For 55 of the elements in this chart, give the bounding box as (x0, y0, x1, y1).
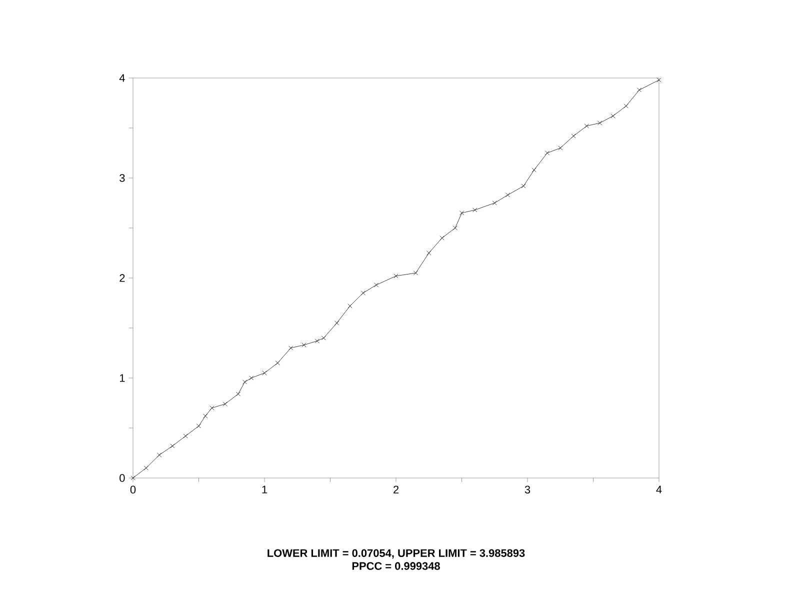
point (584, 124, 589, 128)
y-tick-label: 0 (120, 474, 125, 482)
point (656, 78, 662, 82)
point (183, 434, 188, 438)
point (624, 104, 628, 108)
point (196, 424, 202, 428)
y-tick-label: 3 (120, 174, 125, 182)
point (426, 250, 432, 256)
point (130, 476, 136, 480)
point (472, 208, 478, 212)
x-tick-label: 2 (394, 486, 399, 494)
point (222, 402, 228, 406)
line-series (130, 78, 662, 480)
x-tick-label: 3 (524, 486, 530, 494)
point (275, 360, 280, 366)
point (302, 342, 306, 348)
point (288, 346, 294, 350)
point (610, 114, 616, 118)
point (348, 304, 352, 308)
y-tick-label: 4 (119, 74, 125, 82)
point (249, 376, 254, 380)
text: LOWER LIMIT = 0.07054, UPPER LIMIT = 3.985893 (268, 549, 525, 559)
point (532, 168, 536, 172)
point (636, 88, 642, 92)
point (452, 226, 458, 230)
point (598, 120, 602, 126)
point (558, 146, 563, 150)
point (203, 414, 208, 418)
point (440, 236, 444, 240)
point (314, 338, 320, 344)
y-tick-label: 1 (120, 374, 125, 382)
text: PPCC = 0.999348 (352, 562, 440, 570)
point (544, 150, 550, 156)
point (242, 380, 248, 384)
point (413, 270, 418, 276)
y-tick-label: 2 (120, 274, 125, 282)
point (394, 274, 398, 278)
point (360, 290, 366, 296)
point (374, 282, 379, 288)
point (236, 392, 241, 396)
x-tick-label: 1 (262, 486, 268, 494)
point (492, 200, 497, 206)
point (156, 452, 162, 458)
point (170, 444, 175, 448)
point (262, 370, 267, 376)
x-tick-label: 4 (656, 486, 662, 494)
point (521, 184, 526, 188)
point (459, 210, 464, 216)
x-tick-label: 0 (130, 486, 136, 494)
point (571, 134, 576, 138)
point (334, 320, 340, 326)
point (210, 406, 214, 410)
point (321, 336, 326, 340)
point (144, 466, 148, 470)
point (505, 192, 510, 198)
